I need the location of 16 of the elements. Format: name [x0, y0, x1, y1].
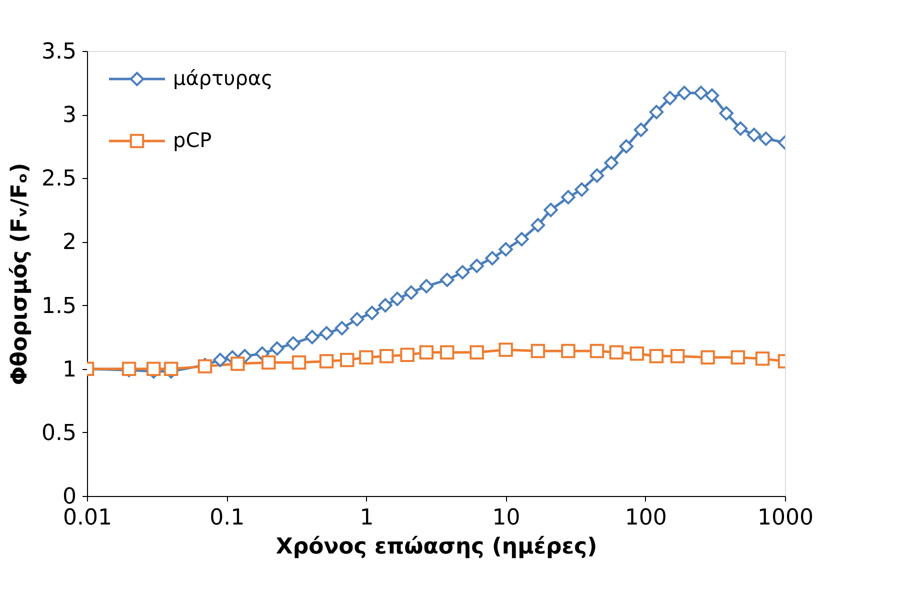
y-tick-label: 3: [62, 103, 76, 128]
y-tick-label: 0.5: [42, 420, 76, 446]
y-tick-label: 2: [62, 230, 76, 256]
legend-label: μάρτυρας: [173, 66, 273, 90]
x-tick-label: 0.1: [210, 506, 245, 530]
legend-label: pCP: [173, 128, 212, 152]
y-tick-label: 3.5: [42, 40, 76, 64]
x-tick-label: 100: [624, 506, 667, 530]
x-axis-title: Χρόνος επώασης (ημέρες): [276, 534, 598, 560]
y-tick-label: 1: [62, 357, 76, 382]
x-tick-label: 10: [492, 506, 520, 530]
x-tick-label: 1000: [758, 506, 814, 530]
y-axis-title: Φθορισμός (Fᵥ/Fₒ): [8, 162, 33, 386]
x-tick-label: 1: [360, 506, 374, 530]
y-tick-label: 1.5: [42, 294, 76, 319]
y-tick-label: 2.5: [42, 166, 76, 192]
